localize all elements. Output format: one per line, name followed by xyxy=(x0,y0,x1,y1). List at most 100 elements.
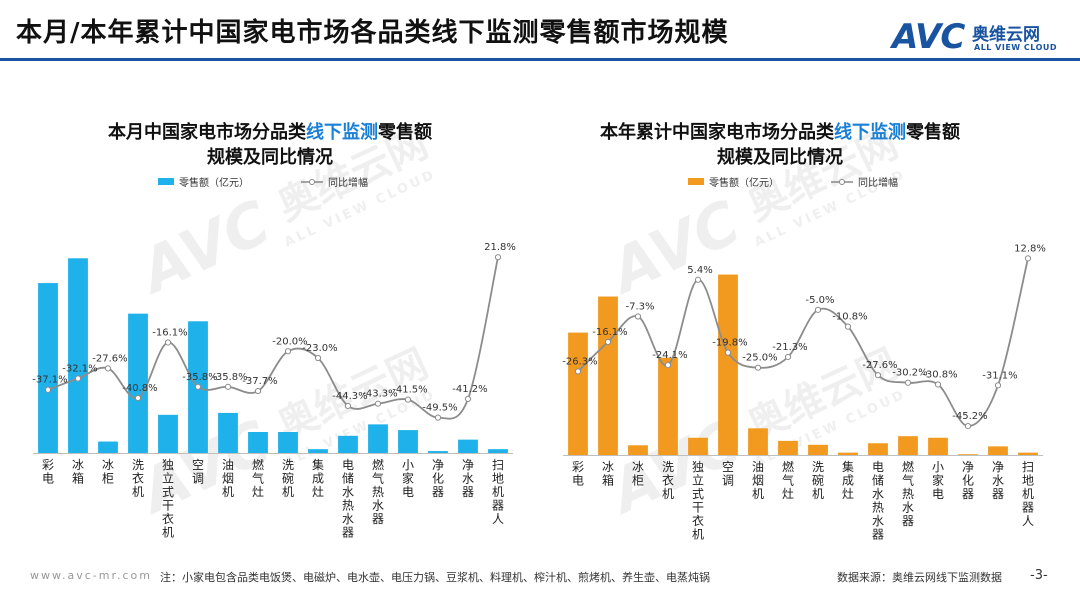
yoy-label: -49.5% xyxy=(422,403,457,414)
category-char: 空 xyxy=(722,460,734,474)
yoy-marker xyxy=(74,375,82,382)
bar xyxy=(218,412,238,453)
category-label: 电储水热水器 xyxy=(872,460,884,542)
yoy-marker xyxy=(694,276,702,283)
category-char: 机 xyxy=(752,487,764,501)
bar xyxy=(598,296,618,455)
category-char: 气 xyxy=(252,471,264,486)
yoy-label: -41.2% xyxy=(452,384,487,395)
category-label: 冰柜 xyxy=(102,458,114,486)
yoy-label: -37.7% xyxy=(242,376,277,387)
category-char: 电 xyxy=(572,474,584,488)
yoy-label: -27.6% xyxy=(862,360,897,371)
bar xyxy=(338,435,358,453)
category-label: 小家电 xyxy=(932,460,944,501)
category-char: 机 xyxy=(692,528,704,542)
category-char: 地 xyxy=(492,472,504,486)
category-char: 集 xyxy=(842,459,854,474)
legend-bar-swatch xyxy=(688,178,704,185)
category-char: 干 xyxy=(692,501,704,515)
yoy-label: -35.8% xyxy=(212,372,247,383)
category-char: 化 xyxy=(432,472,444,486)
yoy-marker xyxy=(1024,255,1032,262)
yoy-label: -45.2% xyxy=(952,411,987,422)
category-label: 冰箱 xyxy=(72,458,84,486)
category-char: 衣 xyxy=(162,511,174,526)
yoy-label: -20.0% xyxy=(272,336,307,347)
category-label: 洗衣机 xyxy=(662,460,674,501)
category-char: 碗 xyxy=(812,473,824,488)
yoy-label: -44.3% xyxy=(332,391,367,402)
page-number: -3- xyxy=(1030,568,1048,583)
yoy-line xyxy=(577,258,1029,428)
yoy-marker xyxy=(604,338,612,346)
category-char: 燃 xyxy=(902,459,914,474)
category-char: 器 xyxy=(902,514,914,528)
bar xyxy=(68,258,88,453)
category-char: 碗 xyxy=(282,471,294,486)
category-char: 电 xyxy=(872,460,884,474)
category-char: 箱 xyxy=(602,473,614,488)
yoy-marker xyxy=(254,387,262,395)
category-label: 空调 xyxy=(722,460,734,488)
category-char: 式 xyxy=(162,485,174,499)
category-char: 冰 xyxy=(602,460,614,474)
category-char: 独 xyxy=(162,458,174,472)
category-char: 洗 xyxy=(132,458,144,472)
bar xyxy=(718,274,738,455)
category-char: 机 xyxy=(492,485,504,499)
category-char: 化 xyxy=(962,474,974,488)
category-char: 热 xyxy=(342,499,354,513)
yoy-label: -24.1% xyxy=(652,350,687,361)
yoy-label: 5.4% xyxy=(687,265,712,276)
bar xyxy=(988,446,1008,455)
category-char: 冰 xyxy=(72,458,84,472)
category-char: 立 xyxy=(162,471,174,486)
category-char: 净 xyxy=(462,458,474,472)
yoy-label: -21.3% xyxy=(772,342,807,353)
bar xyxy=(868,443,888,455)
category-char: 机 xyxy=(812,487,824,501)
bar xyxy=(568,332,588,455)
category-char: 箱 xyxy=(72,471,84,486)
category-char: 家 xyxy=(402,471,414,486)
bar xyxy=(928,437,948,455)
category-char: 洗 xyxy=(812,460,824,474)
category-char: 电 xyxy=(342,458,354,472)
category-label: 彩电 xyxy=(42,458,54,486)
category-char: 油 xyxy=(752,460,764,474)
category-char: 油 xyxy=(222,458,234,472)
category-label: 独立式干衣机 xyxy=(692,460,704,542)
category-char: 烟 xyxy=(222,472,234,486)
yoy-label: -30.8% xyxy=(922,369,957,380)
bar xyxy=(158,414,178,453)
category-char: 电 xyxy=(402,485,414,499)
yoy-label: -26.3% xyxy=(562,356,597,367)
category-char: 灶 xyxy=(312,485,324,499)
yoy-marker xyxy=(844,323,852,330)
bar xyxy=(658,357,678,455)
category-char: 电 xyxy=(42,472,54,486)
bar xyxy=(428,451,448,453)
category-char: 器 xyxy=(342,526,354,540)
category-char: 洗 xyxy=(282,458,294,472)
yoy-marker xyxy=(874,372,882,379)
yoy-label: -23.0% xyxy=(302,343,337,354)
yoy-marker xyxy=(344,402,352,410)
category-char: 空 xyxy=(192,458,204,472)
category-char: 衣 xyxy=(662,473,674,488)
yoy-marker xyxy=(754,364,762,371)
legend-line-label: 同比增幅 xyxy=(858,176,898,189)
category-char: 器 xyxy=(432,485,444,499)
category-char: 集 xyxy=(312,457,324,472)
category-char: 人 xyxy=(1022,514,1034,528)
yoy-marker xyxy=(404,396,412,403)
category-label: 扫地机器人 xyxy=(1022,460,1034,528)
category-char: 冰 xyxy=(632,460,644,474)
category-label: 集成灶 xyxy=(312,457,324,499)
chart-title: 本月中国家电市场分品类线下监测零售额 xyxy=(108,121,432,143)
bar xyxy=(98,441,118,453)
category-label: 燃气热水器 xyxy=(902,459,914,528)
category-char: 机 xyxy=(282,485,294,499)
